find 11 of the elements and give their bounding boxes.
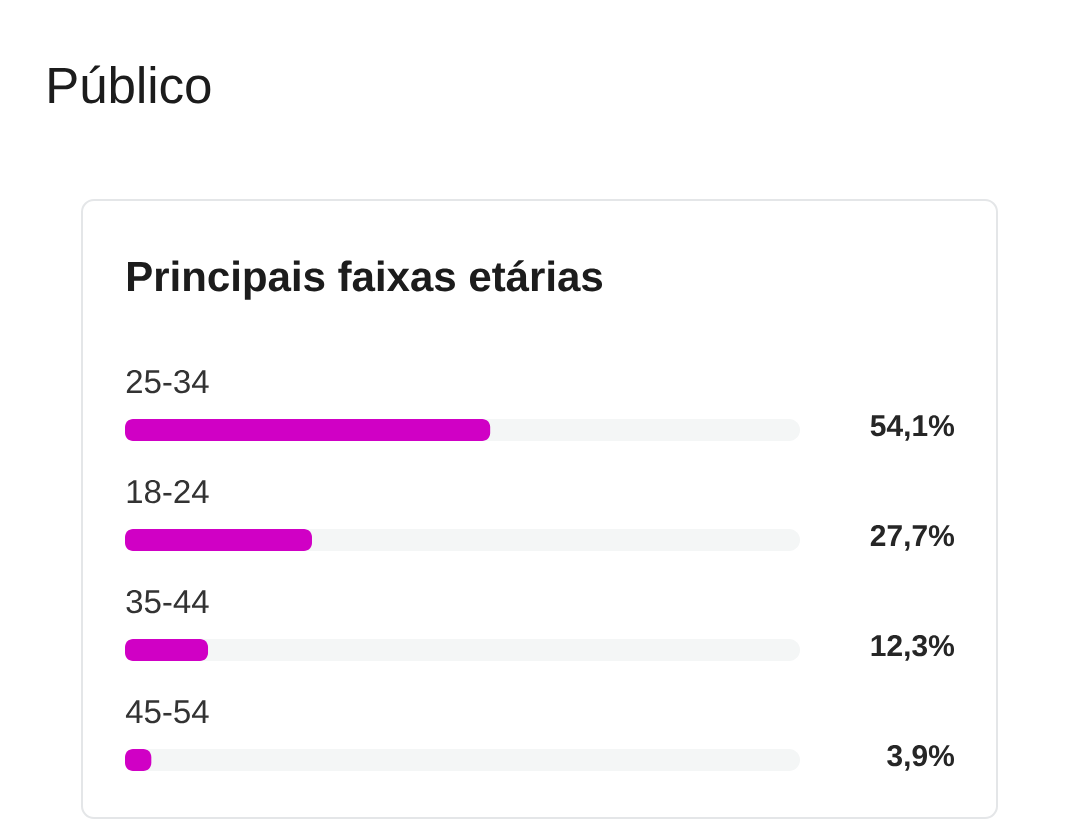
- data-label: 27,7%: [870, 525, 955, 551]
- y-tick-label: 45-54: [125, 700, 209, 724]
- bar: [125, 639, 209, 662]
- y-tick-label: 25-34: [126, 369, 209, 394]
- data-label: 3,9%: [887, 745, 955, 771]
- data-label: 12,3%: [871, 635, 955, 661]
- chart-subtitle: Principais faixas etárias: [128, 260, 603, 300]
- y-tick-label: 35-44: [126, 589, 209, 614]
- chart-title: Público: [49, 65, 211, 104]
- y-tick-label: 18-24: [127, 479, 209, 504]
- data-label: 54,1%: [870, 415, 955, 441]
